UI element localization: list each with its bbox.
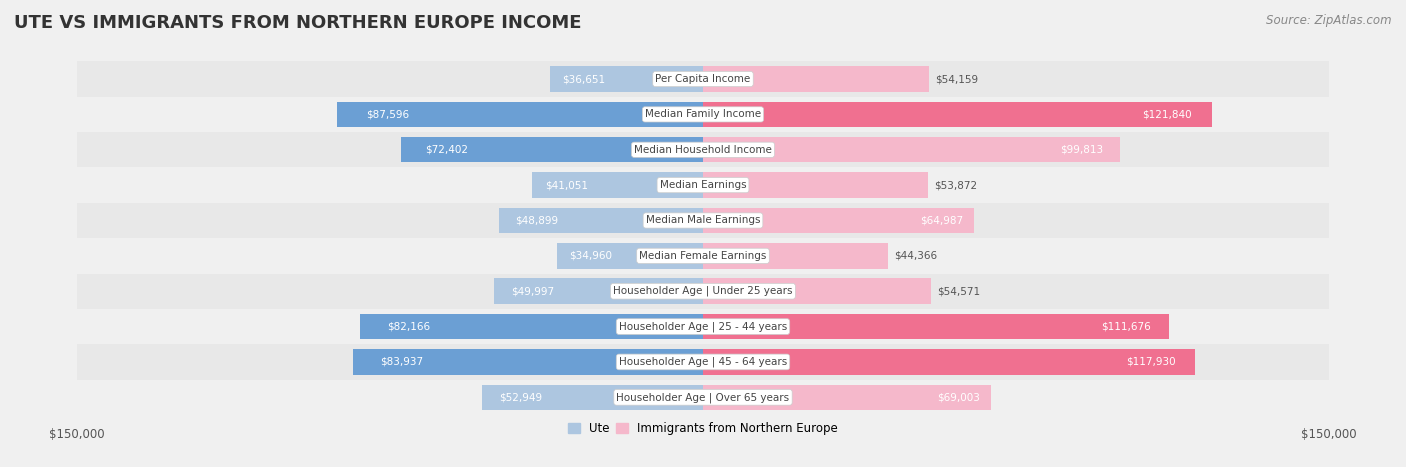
Bar: [703, 66, 929, 92]
Bar: [77, 380, 1329, 415]
Bar: [531, 172, 703, 198]
Text: Householder Age | 25 - 44 years: Householder Age | 25 - 44 years: [619, 321, 787, 332]
Text: $87,596: $87,596: [367, 109, 409, 120]
Bar: [77, 132, 1329, 168]
Text: $44,366: $44,366: [894, 251, 938, 261]
Text: $82,166: $82,166: [388, 322, 430, 332]
Bar: [77, 238, 1329, 274]
Bar: [360, 314, 703, 340]
Bar: [495, 278, 703, 304]
Text: Householder Age | 45 - 64 years: Householder Age | 45 - 64 years: [619, 357, 787, 367]
Bar: [703, 172, 928, 198]
Text: $48,899: $48,899: [515, 215, 558, 226]
Text: $121,840: $121,840: [1142, 109, 1191, 120]
Text: $69,003: $69,003: [936, 392, 980, 402]
Legend: Ute, Immigrants from Northern Europe: Ute, Immigrants from Northern Europe: [564, 417, 842, 440]
Text: Householder Age | Under 25 years: Householder Age | Under 25 years: [613, 286, 793, 297]
Bar: [703, 102, 1212, 127]
Text: $53,872: $53,872: [934, 180, 977, 190]
Bar: [499, 208, 703, 233]
Bar: [77, 309, 1329, 344]
Text: $117,930: $117,930: [1126, 357, 1175, 367]
Text: Per Capita Income: Per Capita Income: [655, 74, 751, 84]
Text: Median Household Income: Median Household Income: [634, 145, 772, 155]
Bar: [482, 385, 703, 410]
Text: $34,960: $34,960: [568, 251, 612, 261]
Bar: [77, 97, 1329, 132]
Bar: [550, 66, 703, 92]
Text: UTE VS IMMIGRANTS FROM NORTHERN EUROPE INCOME: UTE VS IMMIGRANTS FROM NORTHERN EUROPE I…: [14, 14, 582, 32]
Text: $111,676: $111,676: [1101, 322, 1150, 332]
Bar: [337, 102, 703, 127]
Text: Median Male Earnings: Median Male Earnings: [645, 215, 761, 226]
Text: Median Earnings: Median Earnings: [659, 180, 747, 190]
Text: $99,813: $99,813: [1060, 145, 1104, 155]
Bar: [77, 61, 1329, 97]
Text: $83,937: $83,937: [381, 357, 423, 367]
Bar: [703, 314, 1170, 340]
Text: $41,051: $41,051: [546, 180, 588, 190]
Bar: [703, 208, 974, 233]
Text: $72,402: $72,402: [425, 145, 468, 155]
Bar: [703, 137, 1119, 163]
Text: $52,949: $52,949: [499, 392, 543, 402]
Bar: [401, 137, 703, 163]
Bar: [703, 349, 1195, 375]
Text: $49,997: $49,997: [510, 286, 554, 296]
Text: $64,987: $64,987: [921, 215, 963, 226]
Text: Source: ZipAtlas.com: Source: ZipAtlas.com: [1267, 14, 1392, 27]
Bar: [77, 203, 1329, 238]
Bar: [77, 168, 1329, 203]
Bar: [703, 385, 991, 410]
Bar: [557, 243, 703, 269]
Text: $54,571: $54,571: [938, 286, 980, 296]
Bar: [77, 274, 1329, 309]
Bar: [353, 349, 703, 375]
Bar: [703, 243, 889, 269]
Bar: [77, 344, 1329, 380]
Text: $36,651: $36,651: [562, 74, 606, 84]
Text: Median Female Earnings: Median Female Earnings: [640, 251, 766, 261]
Bar: [703, 278, 931, 304]
Text: Householder Age | Over 65 years: Householder Age | Over 65 years: [616, 392, 790, 403]
Text: Median Family Income: Median Family Income: [645, 109, 761, 120]
Text: $54,159: $54,159: [935, 74, 979, 84]
